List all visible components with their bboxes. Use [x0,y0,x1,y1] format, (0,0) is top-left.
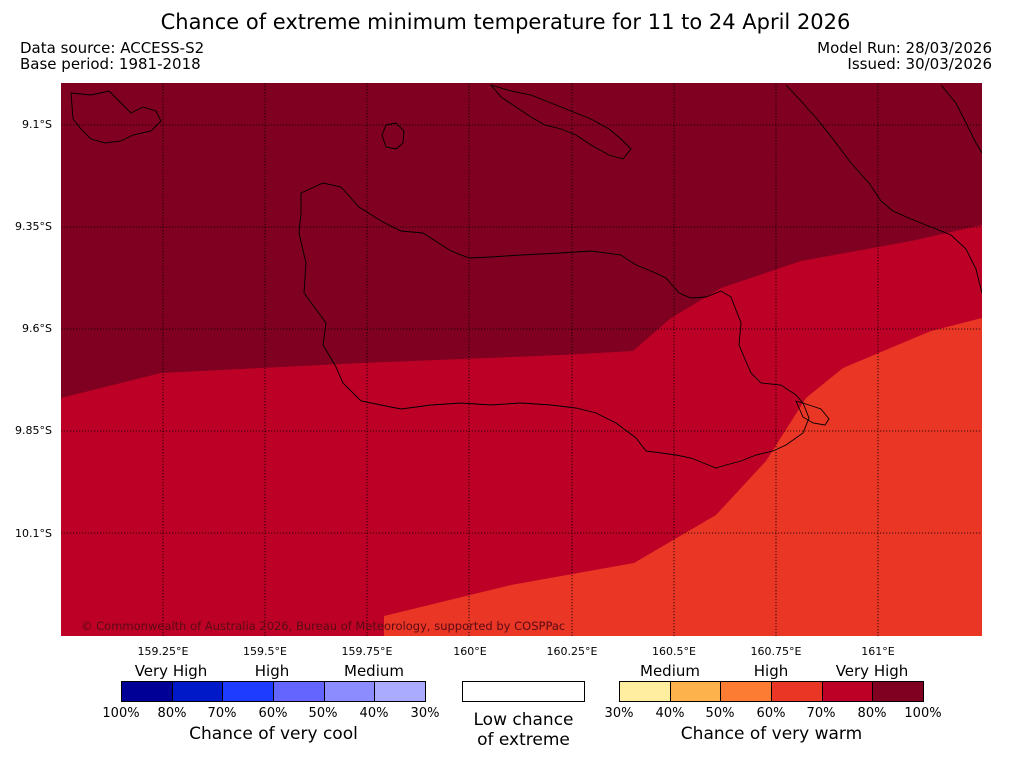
cool-swatch [323,682,375,701]
copyright-notice: © Commonwealth of Australia 2026, Bureau… [81,619,565,633]
forecast-map[interactable]: © Commonwealth of Australia 2026, Bureau… [61,83,982,636]
neutral-caption-line1: Low chance [473,710,574,730]
warm-swatch [620,682,670,701]
cool-swatch [171,682,223,701]
lon-label: 159.5°E [243,645,287,658]
model-run: Model Run: 28/03/2026 [817,39,992,57]
warm-caption: Chance of very warm [680,724,863,744]
lat-label: 9.35°S [15,220,52,233]
cool-pct-label: 70% [207,706,237,721]
warm-colorbar [619,681,924,702]
coastline-northeast-outer [940,84,982,154]
cool-swatch [374,682,426,701]
map-title: Chance of extreme minimum temperature fo… [160,10,851,34]
cool-swatch [222,682,274,701]
coastlines [70,84,982,469]
lon-label: 160.25°E [546,645,598,658]
warm-pct-label: 50% [705,706,735,721]
lat-label: 10.1°S [15,527,52,540]
cool-pct-label: 60% [258,706,288,721]
warm-pct-label: 30% [604,706,634,721]
meta-right: Model Run: 28/03/2026 Issued: 30/03/2026 [817,40,992,72]
lon-label: 160°E [453,645,487,658]
warm-pct-label: 40% [655,706,685,721]
coastline-north-central [489,84,632,160]
cool-pct-label: 30% [410,706,440,721]
zone-medium-high-warm [384,318,982,636]
meta-left: Data source: ACCESS-S2 Base period: 1981… [20,40,204,72]
coastline-island-main [298,182,810,469]
warm-pct-label: 70% [806,706,836,721]
lon-label: 160.5°E [652,645,696,658]
cool-pct-label: 100% [102,706,140,721]
lat-label: 9.6°S [22,322,52,335]
warm-swatch [669,682,721,701]
cool-swatch [122,682,172,701]
lat-label: 9.1°S [22,118,52,131]
warm-pct-label: 60% [756,706,786,721]
issued-date: Issued: 30/03/2026 [847,55,992,73]
neutral-caption-line2: of extreme [477,730,570,750]
cool-category-high: High [254,662,290,680]
warm-swatch [771,682,822,701]
cool-pct-label: 80% [157,706,187,721]
cool-category-medium: Medium [344,662,404,680]
warm-swatch [720,682,772,701]
cool-pct-label: 50% [308,706,338,721]
graticule [61,83,982,636]
warm-category-medium: Medium [640,662,700,680]
coastline-islet-north [381,122,405,150]
lon-label: 161°E [861,645,895,658]
cool-pct-label: 40% [359,706,389,721]
cool-category-very-high: Very High [134,662,208,680]
data-source: Data source: ACCESS-S2 [20,39,205,57]
cool-swatch [273,682,324,701]
lon-label: 159.75°E [341,645,393,658]
coastline-northeast [785,84,982,294]
cool-colorbar [121,681,426,702]
neutral-caption: Low chance of extreme [462,710,585,750]
warm-swatch [821,682,873,701]
neutral-swatch [462,681,585,702]
warm-pct-label: 80% [857,706,887,721]
coastline-northwest [70,90,162,144]
base-period: Base period: 1981-2018 [20,55,201,73]
warm-category-very-high: Very High [835,662,909,680]
lon-label: 160.75°E [750,645,802,658]
warm-pct-label: 100% [904,706,942,721]
warm-category-high: High [753,662,789,680]
lon-label: 159.25°E [137,645,189,658]
cool-caption: Chance of very cool [189,724,358,744]
coastline-islet-east [795,400,830,426]
warm-swatch [872,682,924,701]
lat-label: 9.85°S [15,424,52,437]
